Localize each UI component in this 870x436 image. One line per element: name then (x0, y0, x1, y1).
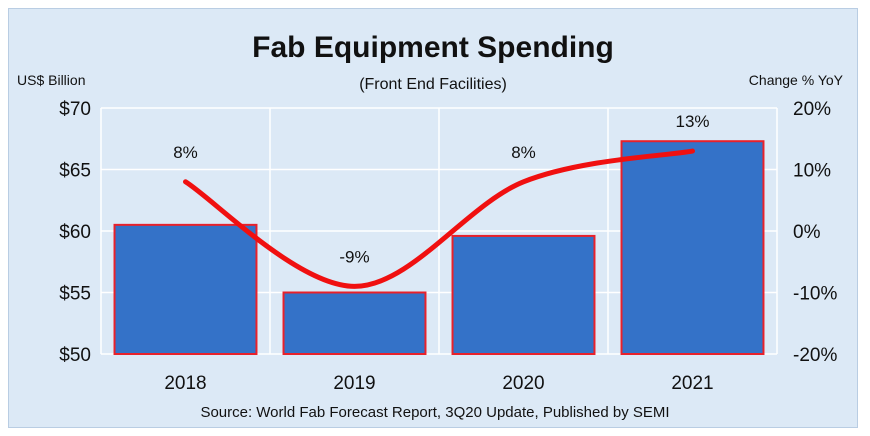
right-axis-ticks: -20% -10% 0% 10% 20% (793, 99, 837, 366)
data-label-2021: 13% (675, 112, 709, 131)
bar-2021 (620, 140, 765, 355)
data-labels: 8% -9% 8% 13% (173, 112, 709, 266)
right-axis-label: Change % YoY (749, 72, 844, 88)
chart-title: Fab Equipment Spending (252, 31, 614, 64)
chart: Fab Equipment Spending (Front End Facili… (17, 31, 844, 421)
data-label-2020: 8% (511, 143, 536, 162)
data-label-2018: 8% (173, 143, 198, 162)
right-tick-label: 10% (793, 161, 831, 182)
x-tick-label: 2019 (333, 373, 375, 394)
left-axis-label: US$ Billion (17, 72, 85, 88)
right-tick-label: -10% (793, 284, 837, 305)
chart-frame: Fab Equipment Spending (Front End Facili… (8, 8, 858, 428)
yoy-line (183, 148, 695, 289)
bars (113, 140, 765, 355)
bar-2020 (451, 234, 596, 355)
x-tick-label: 2021 (671, 373, 713, 394)
yoy-line-series (183, 148, 695, 289)
bar-2019 (282, 291, 427, 355)
x-tick-label: 2020 (502, 373, 544, 394)
chart-subtitle: (Front End Facilities) (359, 76, 507, 93)
x-tick-label: 2018 (164, 373, 206, 394)
data-label-2019: -9% (339, 247, 369, 266)
left-tick-label: $55 (59, 284, 91, 305)
left-tick-label: $60 (59, 222, 91, 243)
right-tick-label: -20% (793, 345, 837, 366)
left-tick-label: $50 (59, 345, 91, 366)
right-tick-label: 20% (793, 99, 831, 120)
right-tick-label: 0% (793, 222, 821, 243)
left-tick-label: $65 (59, 161, 91, 182)
left-axis-ticks: $50 $55 $60 $65 $70 (59, 99, 91, 366)
source-note: Source: World Fab Forecast Report, 3Q20 … (200, 404, 669, 421)
left-tick-label: $70 (59, 99, 91, 120)
x-axis-ticks: 2018 2019 2020 2021 (164, 373, 713, 394)
bar-2018 (113, 223, 258, 355)
